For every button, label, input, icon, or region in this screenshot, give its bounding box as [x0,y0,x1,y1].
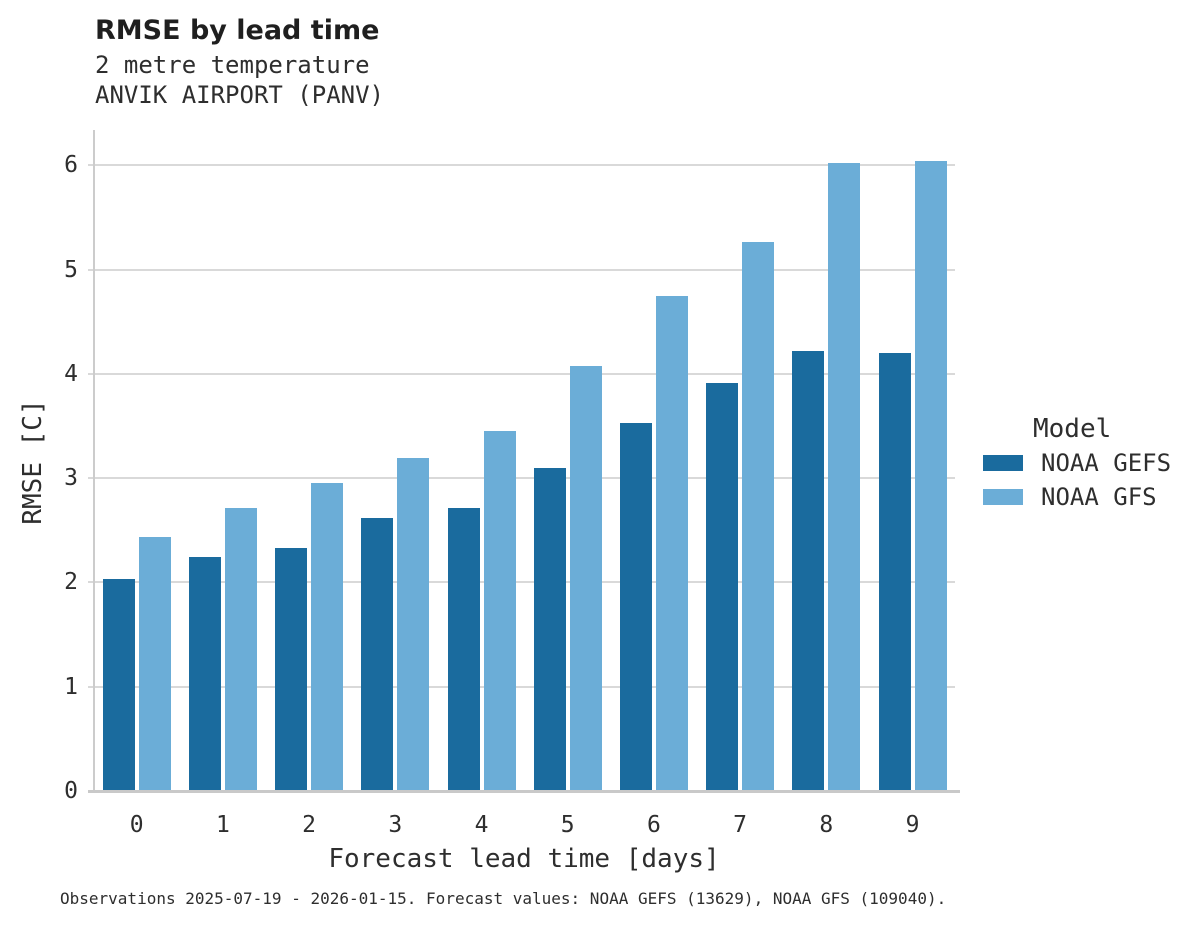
bar-noaa-gefs-day-0 [102,579,135,791]
y-axis-spine [93,130,95,792]
bar-noaa-gefs-day-8 [792,350,825,791]
bar-noaa-gefs-day-7 [706,383,739,791]
x-tick-label-0: 0 [129,812,144,838]
bar-noaa-gefs-day-9 [878,352,911,791]
y-tick-label-0: 0 [64,778,78,804]
gridline-y-3 [88,477,955,480]
gridline-y-1 [88,685,955,688]
x-tick-label-9: 9 [905,812,920,838]
footer-caption: Observations 2025-07-19 - 2026-01-15. Fo… [60,889,947,908]
y-axis-title: RMSE [C] [18,399,48,525]
bar-noaa-gfs-day-0 [138,536,171,791]
bar-noaa-gfs-day-6 [655,295,688,791]
y-tick-label-6: 6 [64,152,78,179]
bar-noaa-gfs-day-5 [569,366,602,791]
gridline-y-5 [88,268,955,271]
gridline-y-2 [88,581,955,584]
gridline-y-4 [88,372,955,375]
bar-noaa-gfs-day-4 [483,431,516,791]
bar-noaa-gfs-day-9 [914,161,947,791]
bar-noaa-gfs-day-1 [224,508,257,791]
legend-swatch-noaa-gfs-icon [983,489,1023,505]
x-tick-label-6: 6 [646,812,661,838]
bar-noaa-gefs-day-3 [361,517,394,791]
chart-subtitle-variable: 2 metre temperature [95,51,370,79]
legend-title: Model [1033,414,1112,444]
x-tick-label-4: 4 [474,812,489,838]
legend-label-noaa-gfs: NOAA GFS [1041,483,1157,511]
legend: Model NOAA GEFS NOAA GFS [983,414,1195,524]
bar-noaa-gefs-day-2 [275,547,308,791]
bar-noaa-gfs-day-3 [397,458,430,791]
legend-label-noaa-gefs: NOAA GEFS [1041,449,1172,477]
x-tick-label-5: 5 [560,812,575,838]
x-tick-label-2: 2 [302,812,317,838]
y-tick-label-2: 2 [64,569,78,596]
x-tick-label-3: 3 [388,812,403,838]
chart-title: RMSE by lead time [95,15,380,46]
bar-noaa-gfs-day-8 [828,163,861,791]
bar-noaa-gefs-day-6 [619,422,652,791]
y-tick-label-1: 1 [64,673,78,700]
x-tick-label-1: 1 [215,812,230,838]
x-axis-title: Forecast lead time [days] [328,844,720,874]
bar-noaa-gefs-day-4 [447,508,480,791]
x-tick-label-8: 8 [819,812,834,838]
bar-noaa-gefs-day-1 [188,557,221,791]
y-tick-label-5: 5 [64,256,78,283]
x-axis-line [88,790,960,793]
y-tick-label-3: 3 [64,465,78,492]
bar-noaa-gfs-day-7 [742,242,775,791]
y-tick-label-4: 4 [64,360,78,387]
bar-noaa-gfs-day-2 [311,483,344,791]
legend-swatch-noaa-gefs-icon [983,455,1023,471]
bar-noaa-gefs-day-5 [533,467,566,791]
gridline-y-6 [88,164,955,167]
x-tick-label-7: 7 [733,812,748,838]
chart-subtitle-station: ANVIK AIRPORT (PANV) [95,81,384,109]
